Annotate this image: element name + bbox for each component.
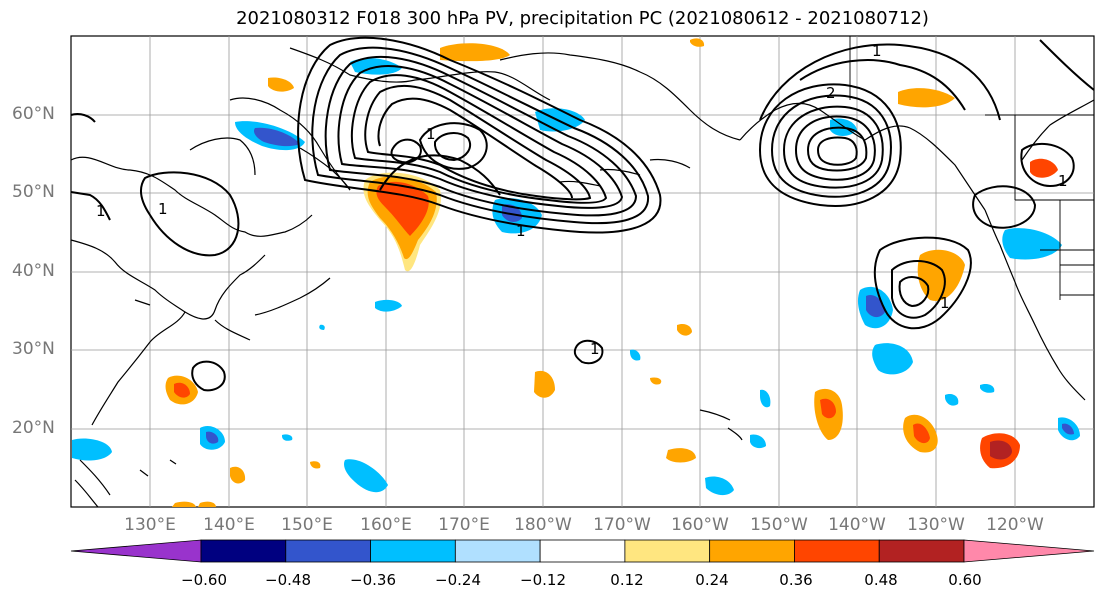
colorbar-label: 0.60 (948, 571, 982, 589)
lon-label: 140°E (203, 515, 255, 535)
colorbar-label: −0.60 (181, 571, 227, 589)
lat-label: 60°N (12, 104, 55, 124)
lon-label: 180°W (514, 515, 572, 535)
colorbar-segment (709, 539, 795, 563)
colorbar-segment (878, 539, 965, 563)
lon-label: 130°W (907, 515, 965, 535)
map-title: 2021080312 F018 300 hPa PV, precipitatio… (236, 8, 929, 29)
colorbar-label: 0.24 (695, 571, 729, 589)
lon-label: 150°E (281, 515, 333, 535)
colorbar-segment (285, 539, 371, 563)
colorbar-segment (454, 539, 541, 563)
lat-label: 40°N (12, 261, 55, 281)
lon-label: 150°W (750, 515, 808, 535)
colorbar-segment (624, 539, 711, 563)
colorbar-label: −0.24 (435, 571, 481, 589)
colorbar-segment (539, 539, 626, 563)
lon-label: 170°E (438, 515, 490, 535)
contour-label: 1 (1058, 172, 1068, 190)
pv-contours (70, 36, 1095, 392)
colorbar-label: −0.36 (350, 571, 396, 589)
lat-label: 50°N (12, 182, 55, 202)
lon-label: 170°W (593, 515, 651, 535)
colorbar-label: −0.12 (520, 571, 566, 589)
lon-label: 160°W (671, 515, 729, 535)
contour-label: 1 (872, 42, 882, 60)
contour-label: 2 (826, 84, 836, 102)
lon-label: 140°W (828, 515, 886, 535)
colorbar-segment (370, 539, 456, 563)
colorbar (70, 539, 1095, 563)
lon-label: 160°E (360, 515, 412, 535)
contour-label: 1 (158, 200, 168, 218)
lon-label: 120°W (986, 515, 1044, 535)
colorbar-segment (794, 539, 880, 563)
colorbar-extend-high (963, 539, 1095, 563)
contour-label: 1 (426, 125, 436, 143)
lat-label: 30°N (12, 339, 55, 359)
borders (849, 36, 1094, 300)
contour-label: 1 (516, 222, 526, 240)
graticule (71, 36, 1094, 507)
colorbar-label: −0.48 (265, 571, 311, 589)
precip-patches (72, 38, 1080, 507)
colorbar-label: 0.36 (779, 571, 813, 589)
colorbar-segment (200, 539, 287, 563)
contour-label: 1 (590, 340, 600, 358)
lon-label: 130°E (124, 515, 176, 535)
contour-label: 1 (96, 202, 106, 220)
colorbar-label: 0.48 (864, 571, 898, 589)
contour-label: 1 (940, 294, 950, 312)
colorbar-label: 0.12 (610, 571, 644, 589)
colorbar-extend-low (70, 539, 202, 563)
lat-label: 20°N (12, 418, 55, 438)
